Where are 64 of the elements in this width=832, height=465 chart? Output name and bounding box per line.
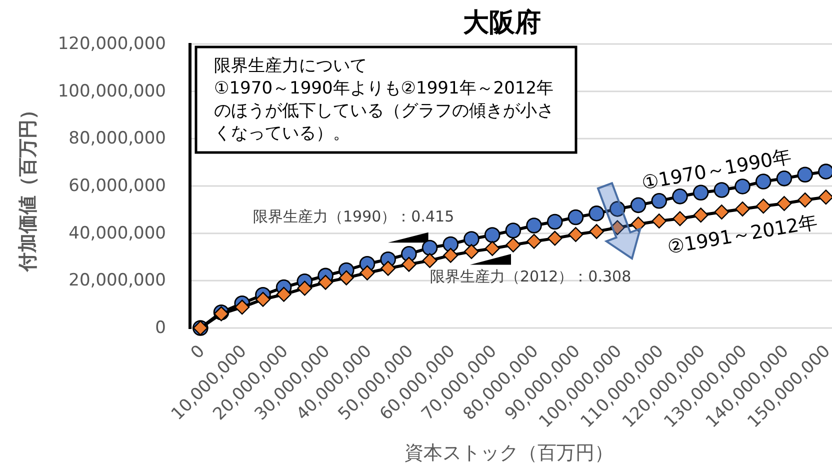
annotation: 限界生産力（2012）：0.308 xyxy=(430,267,632,286)
point xyxy=(422,253,438,268)
point xyxy=(360,265,375,280)
point xyxy=(297,280,312,296)
point xyxy=(630,216,646,232)
point xyxy=(798,192,813,208)
x-axis-title: 資本ストック（百万円） xyxy=(404,442,614,464)
y-tick-label: 20,000,000 xyxy=(68,270,166,291)
point xyxy=(589,224,604,239)
y-axis-title: 付加価値（百万円） xyxy=(17,100,39,272)
point xyxy=(318,274,334,290)
y-tick-label: 100,000,000 xyxy=(58,81,166,102)
point xyxy=(672,211,688,226)
point xyxy=(776,170,792,186)
point xyxy=(652,214,667,229)
point xyxy=(505,222,522,238)
point xyxy=(714,204,730,220)
point xyxy=(443,248,458,263)
y-tick-label: 120,000,000 xyxy=(58,34,166,54)
point xyxy=(756,198,771,214)
y-tick-label: 60,000,000 xyxy=(68,176,166,196)
y-tick-label: 80,000,000 xyxy=(68,128,166,149)
y-tick-label: 0 xyxy=(155,318,166,338)
point xyxy=(735,201,750,216)
point xyxy=(651,193,668,209)
point xyxy=(401,256,416,272)
point xyxy=(568,227,584,242)
point xyxy=(464,244,479,260)
point xyxy=(526,234,542,249)
text: ②1991～2012年 xyxy=(666,211,820,259)
point xyxy=(401,246,417,262)
point xyxy=(797,166,813,183)
point xyxy=(255,292,270,307)
point xyxy=(380,260,396,276)
annotation: 限界生産力（1990）：0.415 xyxy=(253,207,454,226)
point xyxy=(734,178,750,194)
point xyxy=(506,237,521,252)
y-tick-label: 40,000,000 xyxy=(68,223,166,244)
point xyxy=(672,188,688,204)
point xyxy=(526,218,542,234)
point xyxy=(464,231,480,247)
point xyxy=(568,209,584,226)
point xyxy=(422,240,438,256)
point xyxy=(588,206,604,222)
annotation: 限界生産力について xyxy=(214,56,367,76)
point xyxy=(484,227,500,243)
point xyxy=(610,220,625,236)
point xyxy=(442,236,459,252)
point xyxy=(776,196,792,212)
point xyxy=(630,197,646,214)
point xyxy=(714,182,730,198)
point xyxy=(338,270,354,286)
point xyxy=(693,208,708,223)
point xyxy=(484,240,500,256)
annotation: ①1970～1990年よりも②1991年～2012年のほうが低下している（グラフの傾きが小さくなっている）。 xyxy=(214,78,554,144)
point xyxy=(546,214,563,230)
chart-title: 大阪府 xyxy=(463,8,541,38)
point xyxy=(818,190,832,205)
point xyxy=(276,286,292,302)
point xyxy=(610,201,626,217)
point xyxy=(755,174,772,190)
point xyxy=(234,300,250,315)
point xyxy=(547,230,562,246)
text: ①1970～1990年 xyxy=(640,146,794,195)
